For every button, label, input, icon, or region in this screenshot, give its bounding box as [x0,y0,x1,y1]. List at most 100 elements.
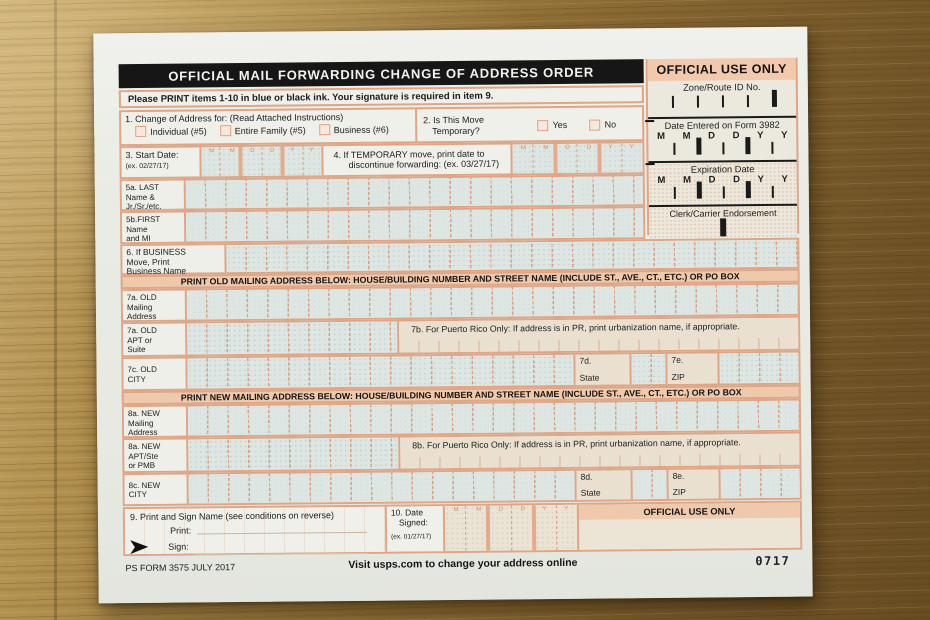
visit-prefix: Visit [348,558,374,572]
label-line: or PMB [128,460,156,471]
item7d-label: 7d. State [575,354,630,385]
row-item8c-8d-8e: 8c. NEW CITY 8d. State 8e. ZIP [122,466,802,507]
option-no[interactable]: No [589,119,617,131]
zone-route-tick-row[interactable] [648,89,796,109]
item2-move-temporary: 2. Is This Move Temporary? Yes No [417,107,642,141]
item7b-puerto-rico[interactable]: 7b. For Puerto Rico Only: If address is … [399,317,799,353]
field-old-zip[interactable] [717,352,799,384]
letter-m: M [453,506,459,514]
date-letters: M M D D Y Y [445,506,577,513]
field-new-city[interactable] [188,470,577,504]
field-print-name-line[interactable] [196,520,368,535]
date-letters: M M D D Y Y [512,144,642,151]
field-old-apt-suite[interactable] [187,321,400,355]
option-entire-family[interactable]: Entire Family (#5) [219,124,306,137]
zone-route-section: Zone/Route ID No. [647,79,797,120]
usps-visit-note: Visit usps.com to change your address on… [348,557,577,571]
field-business-name[interactable] [226,239,798,273]
label-line: Address [128,427,158,438]
letter-m: M [657,130,666,143]
item3-label: 3. Start Date: [125,149,179,161]
field-new-mailing-address[interactable] [187,400,800,436]
official-use-bottom-section: OFFICIAL USE ONLY [578,502,801,550]
letter-y: Y [608,144,613,151]
letter-y: Y [564,505,569,512]
field-sign-line[interactable] [194,541,368,556]
letter-d: D [520,506,525,513]
letter-m: M [657,174,666,187]
checkbox-individual[interactable] [135,125,147,138]
label-line: Mailing [126,302,153,312]
visit-suffix: to change your address online [422,556,578,571]
checkbox-entire-family[interactable] [219,125,231,137]
row-item1-item2: 1. Change of Address for: (Read Attached… [119,105,645,147]
option-yes[interactable]: Yes [537,119,568,131]
field-discontinue-date[interactable]: M M D D Y Y [510,143,643,174]
letter-m: M [209,148,215,155]
item9-print-sign: 9. Print and Sign Name (see conditions o… [124,506,388,556]
date-entered-tick-row[interactable] [648,137,796,156]
checkbox-no[interactable] [589,119,601,131]
label-line: 5a. LAST [125,182,160,193]
field-new-state[interactable] [630,469,669,500]
label-line: 7a. OLD [127,325,157,336]
letter-y: Y [781,173,788,185]
letter-d: D [565,144,570,151]
date-entered-label: Date Entered on Form 3982 [664,119,780,131]
letter-y: Y [757,174,764,186]
label-line: 7a. OLD [126,292,157,303]
letter-m: M [682,130,691,142]
field-last-name[interactable] [185,176,643,209]
field-old-city[interactable] [187,354,576,389]
date-letters: M M D D Y Y [201,147,321,154]
letter-y: Y [781,129,788,141]
letter-m: M [520,145,527,152]
label-line: Mailing [127,418,154,428]
letter-d: D [708,174,716,186]
tick-mark [673,186,676,199]
item5b-label: 5b.FIRST Name and MI [122,212,187,243]
label-line: State [579,372,600,383]
item8b-puerto-rico[interactable]: 8b. For Puerto Rico Only: If address is … [400,433,800,469]
field-old-mailing-address[interactable] [186,284,799,320]
tick-mark [747,95,750,108]
expiration-date-tick-row[interactable] [649,181,797,200]
official-use-panel-header: OFFICIAL USE ONLY [647,57,796,82]
option-label-no: No [604,119,617,130]
item2-label-line2: Temporary? [432,125,480,137]
tick-mark [722,142,725,155]
field-new-zip[interactable] [718,468,800,499]
label-line: 8a. NEW [128,441,161,452]
form-footer: PS FORM 3575 JULY 2017 Visit usps.com to… [123,554,802,577]
letter-d: D [733,174,740,186]
option-individual[interactable]: Individual (#5) [135,125,207,138]
label-line: Name & [125,192,155,202]
field-date-signed[interactable]: M M D D Y Y [442,504,580,552]
clerk-endorsement-tick-row[interactable] [649,218,797,238]
option-business[interactable]: Business (#6) [318,124,389,136]
date-entered-section: Date Entered on Form 3982 M M D D Y Y [648,117,797,164]
item7b-text: 7b. For Puerto Rico Only: If address is … [411,321,740,335]
letter-d: D [586,144,592,151]
tick-mark [673,142,676,155]
item8b-text: 8b. For Puerto Rico Only: If address is … [412,437,741,451]
letter-y: Y [309,147,314,154]
letter-m: M [682,174,692,186]
label-line: APT or [127,335,153,345]
field-first-name[interactable] [186,208,644,242]
field-start-date[interactable]: M M D D Y Y [199,146,324,177]
item7a-label: 7a. OLD Mailing Address [122,290,188,321]
label-line: State [580,487,601,498]
official-use-panel: OFFICIAL USE ONLY Zone/Route ID No. Date… [645,57,800,244]
field-old-state[interactable] [629,353,668,385]
option-label-yes: Yes [552,119,568,131]
item3-example: (ex. 02/27/17) [125,162,169,171]
item10-example: (ex. 01/27/17) [391,533,432,541]
label-line: Signed: [398,516,428,528]
letter-d: D [250,147,255,154]
tick-mark-thick [696,181,702,199]
checkbox-business[interactable] [318,124,330,136]
checkbox-yes[interactable] [537,119,549,131]
field-new-apt-ste-pmb[interactable] [188,437,401,471]
item1-label: 1. Change of Address for: (Read Attached… [125,112,344,125]
